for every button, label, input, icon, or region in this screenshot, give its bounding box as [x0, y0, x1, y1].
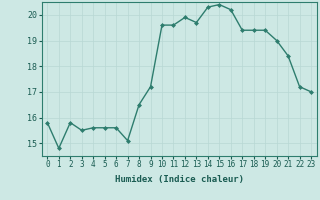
X-axis label: Humidex (Indice chaleur): Humidex (Indice chaleur) [115, 175, 244, 184]
